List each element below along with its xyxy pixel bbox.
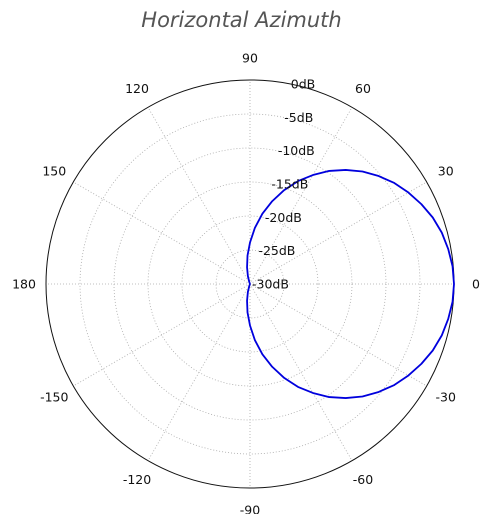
grid-spoke	[73, 283, 251, 387]
angle-tick-label: 120	[125, 81, 149, 96]
grid-spoke	[249, 283, 427, 387]
angle-tick-label: 0	[472, 277, 480, 292]
series-layer	[246, 169, 455, 399]
grid-ring	[181, 215, 319, 353]
angle-tick-label: -60	[353, 472, 373, 487]
radial-tick-labels: 0dB -5dB -10dB -15dB -20dB -25dB -30dB	[252, 77, 315, 292]
radial-tick-label: -25dB	[258, 243, 295, 258]
angle-tick-labels: 0 30 60 90 120 150 180 -150 -120 -90 -60 -30	[12, 51, 480, 514]
angle-tick-label: -120	[123, 472, 151, 487]
radial-tick-label: -30dB	[252, 277, 289, 292]
grid-spoke	[249, 107, 353, 285]
grid-spoke	[249, 181, 427, 285]
grid-spoke	[73, 181, 251, 285]
chart-title: Horizontal Azimuth	[141, 8, 342, 32]
angle-tick-label: 150	[42, 164, 66, 179]
grid-ring	[79, 113, 421, 455]
grid-spoke	[147, 283, 251, 461]
angle-tick-label: -30	[436, 390, 456, 405]
angle-tick-label: -90	[240, 503, 260, 514]
angle-tick-label: -150	[40, 390, 68, 405]
radial-tick-label: -15dB	[271, 177, 308, 192]
series-line	[246, 169, 455, 399]
radial-tick-label: -20dB	[265, 210, 302, 225]
radial-tick-label: -5dB	[284, 110, 313, 125]
radial-tick-label: 0dB	[291, 77, 315, 92]
angle-tick-label: 180	[12, 277, 36, 292]
radial-tick-label: -10dB	[278, 143, 315, 158]
grid-spoke	[249, 283, 353, 461]
angle-tick-label: 30	[438, 164, 454, 179]
polar-grid	[45, 79, 455, 489]
angle-tick-label: 60	[355, 81, 371, 96]
angle-tick-label: 90	[242, 51, 258, 66]
grid-spoke	[147, 107, 251, 285]
